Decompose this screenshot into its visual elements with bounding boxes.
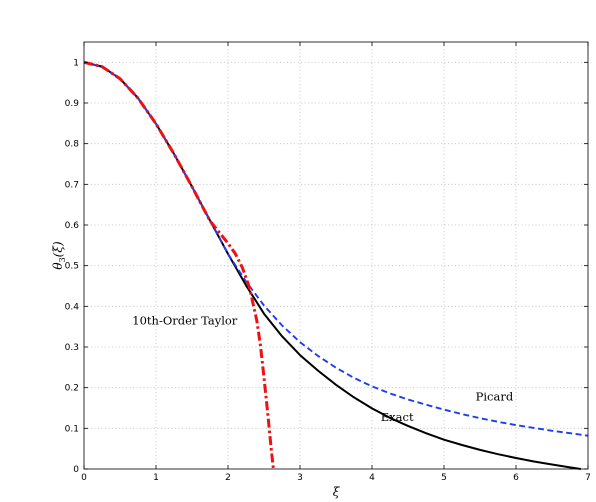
x-tick-label: 4 [369, 473, 375, 483]
y-axis-label-main: θ [51, 262, 65, 270]
grid [84, 42, 588, 469]
y-tick-label: 0.2 [65, 384, 79, 394]
annotations: 10th-Order Taylor Picard Exact [132, 314, 514, 424]
x-tick-label: 6 [513, 473, 519, 483]
annotation-label: Picard [476, 390, 514, 404]
x-tick-label: 5 [441, 473, 447, 483]
x-tick-label: 0 [81, 473, 87, 483]
x-tick-label: 3 [297, 473, 303, 483]
y-tick-label: 0.8 [65, 140, 80, 150]
series-line-exact [83, 61, 581, 470]
plot-frame [83, 41, 589, 470]
axis-ticks: 0 1 2 3 4 5 6 7 0 0.1 0.2 0.3 0.4 0.5 0.6 0.7 0.8 0.9 1 [65, 42, 591, 483]
x-tick-label: 1 [153, 473, 159, 483]
y-tick-label: 1 [73, 58, 79, 68]
x-tick-label: 2 [225, 473, 231, 483]
y-axis-label-arg: (ξ) [51, 241, 65, 257]
x-axis-label: ξ [333, 485, 341, 499]
x-tick-label: 7 [585, 473, 591, 483]
y-axis-label-sub: 3 [58, 257, 67, 262]
annotation-label: Exact [381, 410, 414, 424]
series-lines [83, 60, 589, 470]
y-tick-label: 0.7 [65, 180, 79, 190]
y-tick-label: 0 [73, 465, 79, 475]
y-tick-label: 0.5 [65, 262, 79, 272]
y-tick-label: 0.9 [65, 99, 80, 109]
y-tick-label: 0.6 [65, 221, 80, 231]
y-axis-label: θ3(ξ) [51, 241, 67, 270]
series-line-picard [83, 61, 589, 437]
annotation-label: 10th-Order Taylor [132, 314, 238, 328]
y-tick-label: 0.3 [65, 343, 79, 353]
y-tick-label: 0.4 [65, 302, 80, 312]
y-tick-label: 0.1 [65, 424, 79, 434]
